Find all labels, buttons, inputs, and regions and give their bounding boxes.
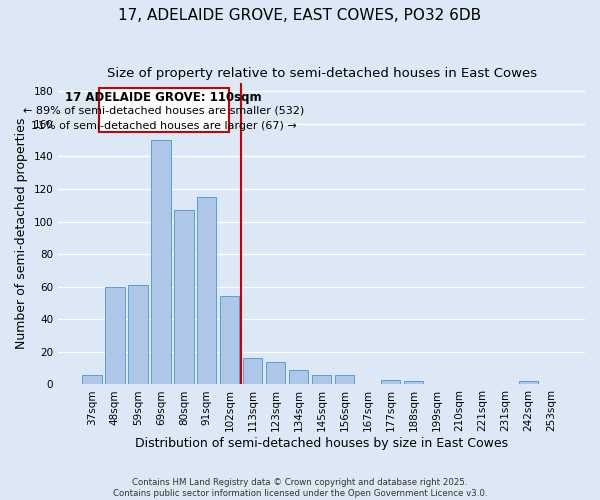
Bar [105,286,125,384]
Text: Contains HM Land Registry data © Crown copyright and database right 2025.
Contai: Contains HM Land Registry data © Crown c… [113,478,487,498]
FancyBboxPatch shape [99,88,229,132]
Bar [289,370,308,384]
Bar [404,381,423,384]
Bar [174,210,194,384]
Text: ← 89% of semi-detached houses are smaller (532): ← 89% of semi-detached houses are smalle… [23,106,304,116]
Bar [381,380,400,384]
Bar [82,374,101,384]
Bar [243,358,262,384]
Y-axis label: Number of semi-detached properties: Number of semi-detached properties [15,118,28,350]
Bar [335,374,355,384]
Bar [312,374,331,384]
Text: 17 ADELAIDE GROVE: 110sqm: 17 ADELAIDE GROVE: 110sqm [65,91,262,104]
X-axis label: Distribution of semi-detached houses by size in East Cowes: Distribution of semi-detached houses by … [135,437,508,450]
Text: 17, ADELAIDE GROVE, EAST COWES, PO32 6DB: 17, ADELAIDE GROVE, EAST COWES, PO32 6DB [118,8,482,22]
Bar [266,362,286,384]
Title: Size of property relative to semi-detached houses in East Cowes: Size of property relative to semi-detach… [107,68,536,80]
Bar [518,381,538,384]
Bar [220,296,239,384]
Bar [197,197,217,384]
Text: 11% of semi-detached houses are larger (67) →: 11% of semi-detached houses are larger (… [31,120,296,130]
Bar [128,285,148,384]
Bar [151,140,170,384]
